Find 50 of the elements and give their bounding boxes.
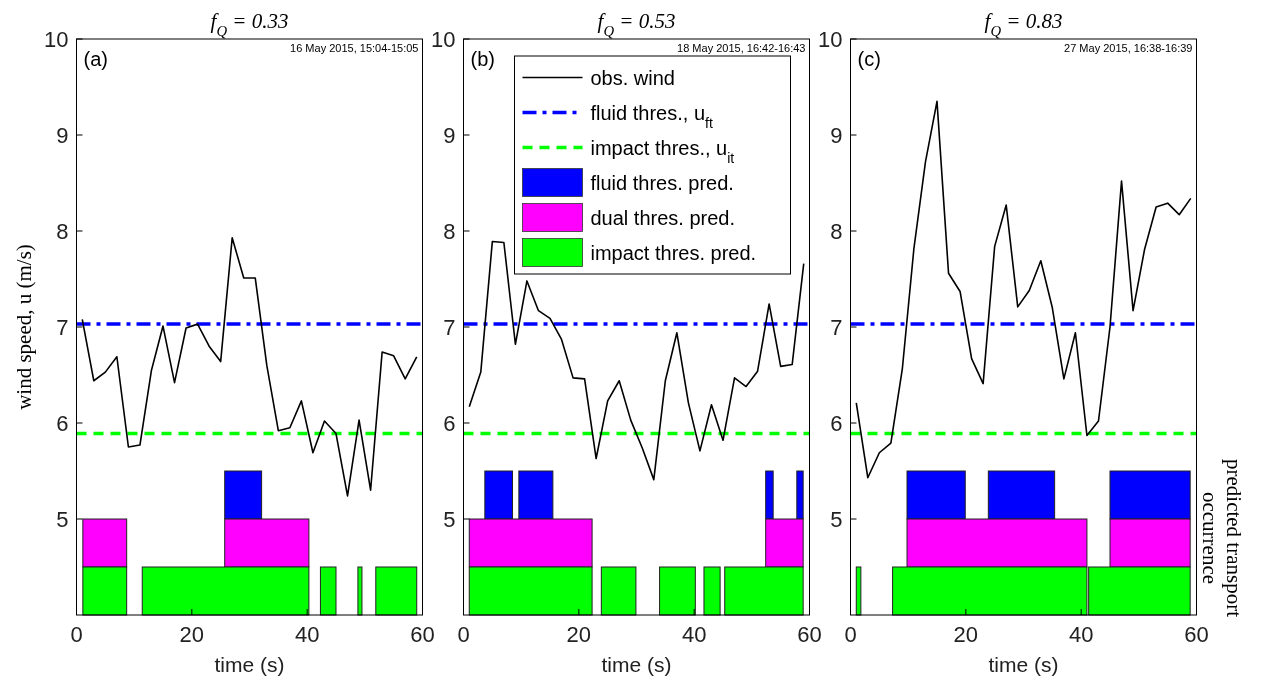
y-tick-label: 10 (818, 27, 843, 52)
x-tick-label: 40 (294, 622, 320, 647)
x-tick-label: 60 (410, 622, 435, 647)
x-tick-label: 20 (953, 622, 979, 647)
x-tick-label: 40 (681, 622, 707, 647)
y-tick-label: 10 (431, 27, 456, 52)
chart-title: f$_{Q}$ = 0.53 (597, 9, 676, 39)
x-tick-label: 60 (797, 622, 822, 647)
legend-label: impact thres. pred. (590, 241, 757, 264)
x-axis-title: time (s) (988, 653, 1059, 676)
annotation: (a) (83, 48, 108, 70)
x-axis-title: time (s) (214, 653, 285, 676)
chart-title: f$_{Q}$ = 0.83 (984, 9, 1063, 39)
legend-label: fluid thres., u$_{ft}$ (590, 101, 713, 131)
y-tick-label: 7 (830, 315, 843, 340)
legend-label: impact thres., u$_{it}$ (590, 136, 735, 166)
annotation: (c) (857, 48, 881, 70)
y-tick-label: 5 (443, 507, 456, 532)
y-tick-label: 5 (56, 507, 69, 532)
x-tick-label: 60 (1184, 622, 1209, 647)
x-tick-label: 40 (1068, 622, 1094, 647)
x-tick-label: 0 (70, 622, 83, 647)
y-tick-label: 10 (44, 27, 69, 52)
annotation: (b) (470, 48, 495, 70)
x-axis-title: time (s) (601, 653, 672, 676)
y-tick-label: 9 (56, 123, 69, 148)
annotation: 27 May 2015, 16:38-16:39 (1064, 42, 1193, 54)
y-tick-label: 6 (443, 411, 456, 436)
x-tick-label: 0 (844, 622, 857, 647)
y-tick-label: 7 (443, 315, 456, 340)
legend-label: fluid thres. pred. (590, 171, 734, 194)
y-tick-label: 9 (830, 123, 843, 148)
y2-axis-title: predicted transport occurrence (1197, 458, 1246, 618)
legend-label: dual thres. pred. (590, 206, 736, 229)
x-tick-label: 20 (179, 622, 205, 647)
annotation: 18 May 2015, 16:42-16:43 (677, 42, 806, 54)
y-tick-label: 8 (830, 219, 843, 244)
y-tick-label: 6 (56, 411, 69, 436)
y-tick-label: 8 (56, 219, 69, 244)
y-axis-title: wind speed, u (m/s) (11, 244, 36, 410)
x-tick-label: 20 (566, 622, 592, 647)
y-tick-label: 9 (443, 123, 456, 148)
annotation: 16 May 2015, 15:04-15:05 (290, 42, 419, 54)
y-tick-label: 5 (830, 507, 843, 532)
legend-label: obs. wind (590, 66, 675, 89)
y-tick-label: 6 (830, 411, 843, 436)
y-tick-label: 8 (443, 219, 456, 244)
y-tick-label: 7 (56, 315, 69, 340)
x-tick-label: 0 (457, 622, 470, 647)
chart-title: f$_{Q}$ = 0.33 (210, 9, 289, 39)
